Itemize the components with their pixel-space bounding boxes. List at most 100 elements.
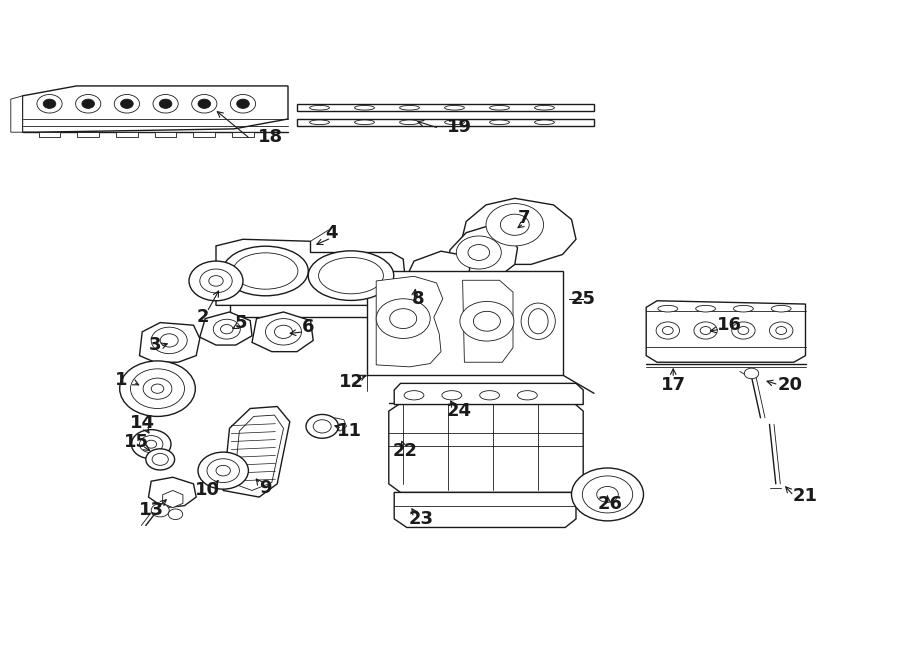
Polygon shape	[463, 280, 513, 362]
Polygon shape	[77, 132, 99, 137]
Polygon shape	[459, 198, 576, 264]
Circle shape	[43, 99, 56, 108]
Text: 21: 21	[793, 486, 818, 505]
Circle shape	[230, 95, 256, 113]
Text: 17: 17	[661, 375, 686, 394]
Polygon shape	[155, 132, 176, 137]
Circle shape	[151, 327, 187, 354]
FancyBboxPatch shape	[367, 271, 563, 375]
Polygon shape	[646, 301, 806, 362]
Ellipse shape	[771, 305, 791, 312]
Circle shape	[192, 95, 217, 113]
Circle shape	[207, 459, 239, 483]
Polygon shape	[394, 383, 583, 405]
Circle shape	[468, 245, 490, 260]
Circle shape	[306, 414, 338, 438]
Polygon shape	[39, 132, 60, 137]
Circle shape	[572, 468, 644, 521]
Circle shape	[200, 269, 232, 293]
Polygon shape	[407, 251, 470, 305]
Polygon shape	[216, 239, 407, 305]
Ellipse shape	[535, 120, 554, 125]
Circle shape	[456, 236, 501, 269]
Polygon shape	[163, 490, 183, 508]
Circle shape	[37, 95, 62, 113]
Circle shape	[114, 95, 140, 113]
Polygon shape	[446, 226, 518, 283]
Text: 11: 11	[337, 422, 362, 440]
Circle shape	[131, 430, 171, 459]
Text: 2: 2	[196, 308, 209, 327]
Circle shape	[151, 384, 164, 393]
Ellipse shape	[233, 253, 298, 290]
Circle shape	[700, 327, 711, 334]
Circle shape	[140, 436, 163, 453]
Polygon shape	[297, 119, 594, 126]
Circle shape	[130, 369, 184, 408]
Circle shape	[189, 261, 243, 301]
Ellipse shape	[521, 303, 555, 340]
Polygon shape	[252, 312, 313, 352]
Polygon shape	[116, 132, 138, 137]
Ellipse shape	[442, 391, 462, 400]
Ellipse shape	[658, 305, 678, 312]
Text: 25: 25	[571, 290, 596, 308]
Circle shape	[152, 453, 168, 465]
Circle shape	[376, 299, 430, 338]
Text: 26: 26	[598, 494, 623, 513]
Ellipse shape	[445, 120, 464, 125]
Ellipse shape	[355, 120, 374, 125]
Circle shape	[597, 486, 618, 502]
Circle shape	[220, 325, 233, 334]
Polygon shape	[148, 477, 196, 508]
Circle shape	[266, 319, 302, 345]
Ellipse shape	[308, 251, 394, 301]
Polygon shape	[331, 418, 346, 431]
Circle shape	[656, 322, 680, 339]
Polygon shape	[376, 276, 443, 367]
Circle shape	[120, 361, 195, 416]
Text: 5: 5	[235, 313, 248, 332]
Text: 18: 18	[257, 128, 283, 147]
Polygon shape	[389, 403, 583, 492]
Text: 24: 24	[446, 402, 472, 420]
Circle shape	[486, 204, 544, 246]
Text: 19: 19	[446, 118, 472, 136]
Text: 7: 7	[518, 209, 530, 227]
Circle shape	[390, 309, 417, 329]
Circle shape	[732, 322, 755, 339]
Polygon shape	[232, 132, 254, 137]
Circle shape	[146, 449, 175, 470]
Polygon shape	[234, 415, 284, 490]
Ellipse shape	[734, 305, 753, 312]
Text: 20: 20	[778, 375, 803, 394]
Polygon shape	[194, 132, 215, 137]
Text: 8: 8	[412, 290, 425, 308]
Circle shape	[460, 301, 514, 341]
Polygon shape	[200, 312, 252, 345]
Polygon shape	[223, 407, 290, 497]
Polygon shape	[297, 104, 594, 111]
Text: 13: 13	[139, 501, 164, 520]
Polygon shape	[22, 86, 288, 132]
Ellipse shape	[490, 120, 509, 125]
Circle shape	[151, 504, 169, 517]
Circle shape	[216, 465, 230, 476]
Ellipse shape	[490, 106, 509, 110]
Circle shape	[313, 420, 331, 433]
Polygon shape	[11, 96, 22, 132]
Ellipse shape	[319, 257, 383, 293]
Text: 23: 23	[409, 510, 434, 528]
Circle shape	[274, 325, 292, 338]
Text: 3: 3	[148, 336, 161, 354]
Circle shape	[146, 440, 157, 448]
Ellipse shape	[223, 247, 308, 296]
Circle shape	[121, 99, 133, 108]
Circle shape	[198, 452, 248, 489]
Text: 4: 4	[325, 223, 338, 242]
Ellipse shape	[528, 309, 548, 334]
Ellipse shape	[518, 391, 537, 400]
Circle shape	[662, 327, 673, 334]
Ellipse shape	[310, 120, 329, 125]
Circle shape	[153, 95, 178, 113]
